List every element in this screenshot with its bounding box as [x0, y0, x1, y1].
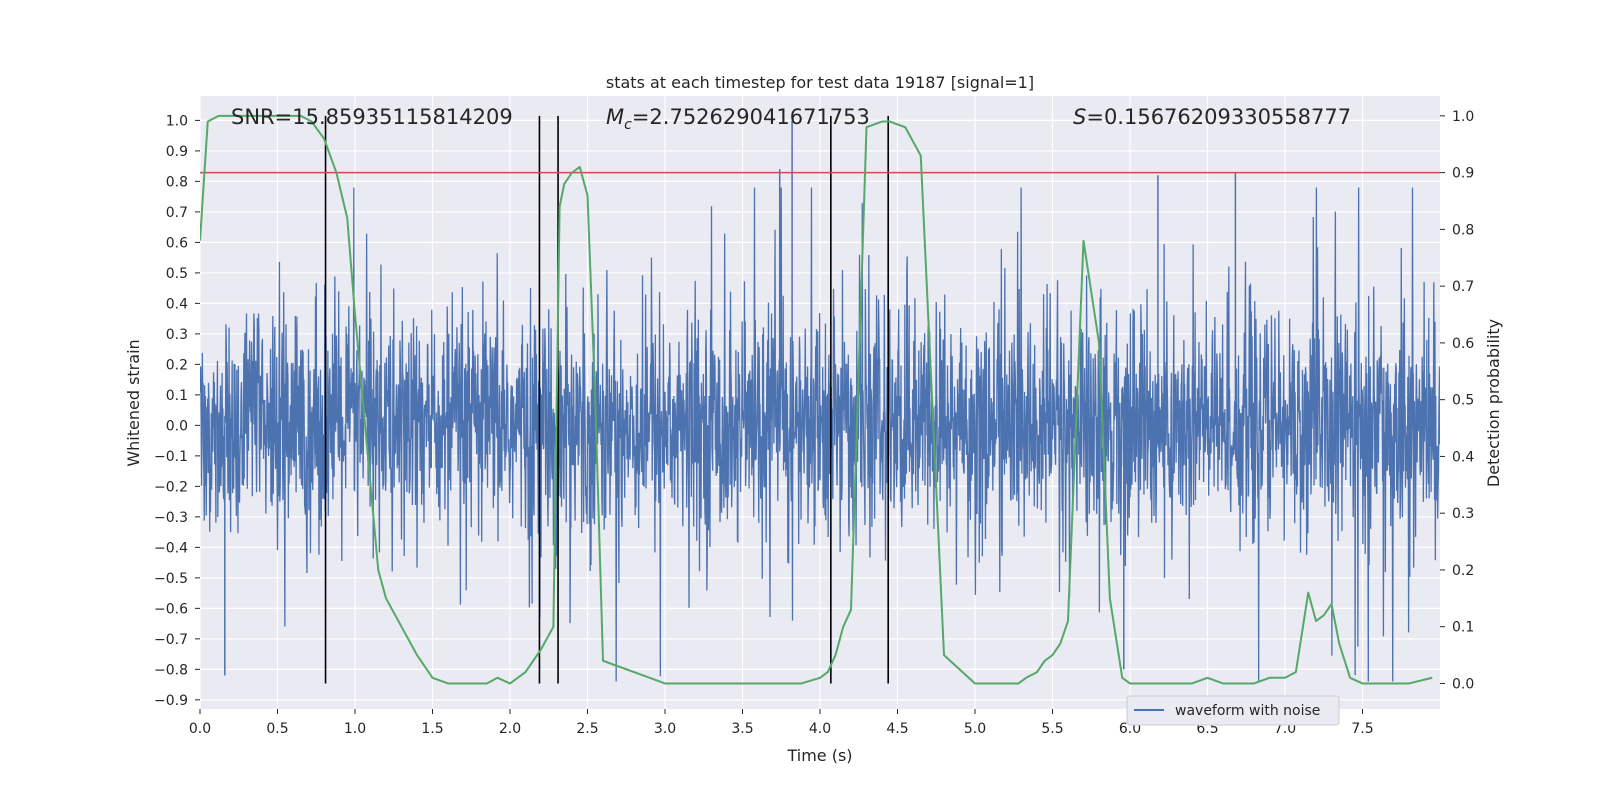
y-tick-label: 0.3 — [166, 327, 188, 343]
y-right-tick-label: 0.2 — [1452, 563, 1474, 579]
chirp-mass-annotation: Mc=2.752629041671753 — [606, 105, 870, 133]
y-tick-label: 1.0 — [166, 113, 188, 129]
x-tick-label: 2.5 — [576, 721, 598, 737]
detection-probability-series — [200, 114, 1433, 685]
chirp-mass-subscript: c — [624, 117, 632, 133]
y-right-tick-label: 0.9 — [1452, 166, 1474, 182]
y-right-tick-label: 1.0 — [1452, 109, 1474, 125]
right-y-axis: 0.0 0.1 0.2 0.3 0.4 0.5 0.6 0.7 0.8 0.9 1.0 — [1440, 109, 1474, 692]
y-tick-label: 0.1 — [166, 388, 188, 404]
y-right-tick-label: 0.1 — [1452, 620, 1474, 636]
y-right-tick-label: 0.0 — [1452, 676, 1474, 692]
y-tick-label: −0.9 — [154, 693, 188, 709]
y-tick-label: 0.4 — [166, 296, 188, 312]
y-tick-label: −0.8 — [154, 662, 188, 678]
y-tick-label: 0.9 — [166, 144, 188, 160]
legend-waveform-label: waveform with noise — [1175, 703, 1320, 719]
y-tick-label: 0.7 — [166, 205, 188, 221]
y-tick-label: −0.1 — [154, 449, 188, 465]
y-tick-label: −0.7 — [154, 632, 188, 648]
chirp-mass-symbol: M — [606, 105, 624, 129]
left-y-axis: −0.9 −0.8 −0.7 −0.6 −0.5 −0.4 −0.3 −0.2 −0.1 0.0 0… — [154, 113, 200, 709]
y-right-tick-label: 0.6 — [1452, 336, 1474, 352]
y-tick-label: −0.3 — [154, 510, 188, 526]
s-symbol: S — [1073, 105, 1086, 129]
x-tick-label: 0.0 — [189, 721, 211, 737]
y-tick-label: 0.5 — [166, 266, 188, 282]
chirp-mass-value: =2.752629041671753 — [632, 105, 870, 129]
y-tick-label: −0.2 — [154, 479, 188, 495]
x-axis-label: Time (s) — [786, 746, 852, 765]
y-right-tick-label: 0.3 — [1452, 506, 1474, 522]
y-right-tick-label: 0.8 — [1452, 222, 1474, 238]
legend-box — [1126, 695, 1340, 726]
x-tick-label: 1.0 — [344, 721, 366, 737]
y-right-tick-label: 0.7 — [1452, 279, 1474, 295]
x-tick-label: 0.5 — [266, 721, 288, 737]
x-tick-label: 4.5 — [886, 721, 908, 737]
waveform-series — [200, 120, 1440, 682]
y-tick-label: 0.0 — [166, 418, 188, 434]
x-tick-label: 4.0 — [809, 721, 831, 737]
waveform-line — [200, 187, 1440, 682]
x-tick-label: 3.5 — [731, 721, 753, 737]
y-tick-label: −0.5 — [154, 571, 188, 587]
s-annotation: S=0.15676209330558777 — [1073, 105, 1351, 129]
chart-title: stats at each timestep for test data 191… — [606, 73, 1034, 92]
x-tick-label: 5.5 — [1041, 721, 1063, 737]
x-tick-label: 1.5 — [421, 721, 443, 737]
s-value: =0.15676209330558777 — [1086, 105, 1351, 129]
y-right-tick-label: 0.5 — [1452, 393, 1474, 409]
x-tick-label: 3.0 — [654, 721, 676, 737]
y-tick-label: −0.6 — [154, 601, 188, 617]
y-axis-label-right: Detection probability — [1484, 319, 1503, 487]
y-tick-label: 0.8 — [166, 174, 188, 190]
y-axis-label: Whitened strain — [124, 339, 143, 466]
y-tick-label: −0.4 — [154, 540, 188, 556]
overlay-lines — [200, 115, 1440, 684]
detection-probability-line — [200, 114, 1433, 685]
y-right-tick-label: 0.4 — [1452, 449, 1474, 465]
x-tick-label: 2.0 — [499, 721, 521, 737]
x-tick-label: 7.5 — [1351, 721, 1373, 737]
legend[interactable]: waveform with noise — [1126, 695, 1340, 726]
snr-annotation: SNR=15.85935115814209 — [231, 105, 513, 129]
y-tick-label: 0.6 — [166, 235, 188, 251]
y-tick-label: 0.2 — [166, 357, 188, 373]
x-tick-label: 5.0 — [964, 721, 986, 737]
